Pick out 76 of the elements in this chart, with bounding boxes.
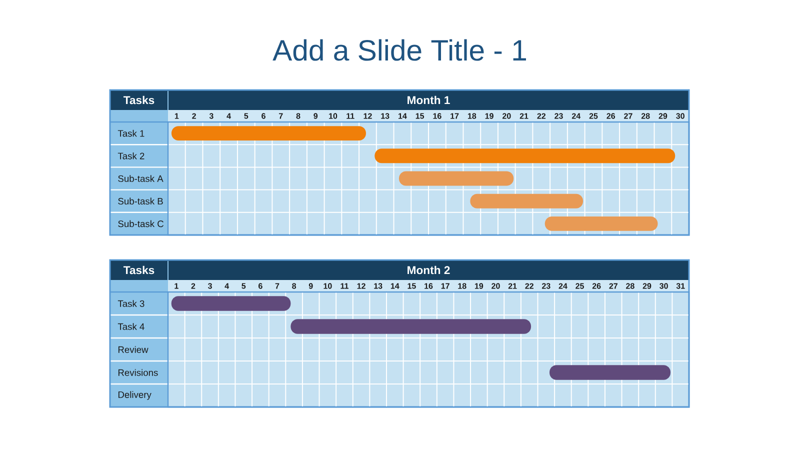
y-tick-label: Task 3	[118, 300, 144, 307]
x-tick-label: 31	[676, 283, 685, 289]
x-axis-title: Month 2	[408, 266, 450, 274]
x-tick-label: 16	[433, 113, 442, 119]
x-tick-label: 26	[592, 283, 601, 289]
x-tick-label: 25	[576, 283, 584, 289]
x-tick-label: 2	[192, 113, 196, 119]
x-tick-label: 23	[554, 113, 563, 119]
x-tick-label: 27	[624, 113, 632, 119]
x-tick-label: 6	[262, 113, 266, 119]
x-axis-title: Month 1	[408, 96, 450, 104]
x-tick-label: 15	[408, 283, 416, 289]
x-tick-label: 22	[537, 113, 546, 119]
x-tick-label: 5	[242, 283, 246, 289]
x-tick-label: 13	[374, 283, 382, 289]
y-tick-label: Task 1	[118, 130, 144, 137]
x-tick-label: 7	[278, 113, 283, 119]
x-tick-label: 4	[224, 283, 230, 289]
x-tick-label: 16	[424, 283, 433, 289]
x-tick-label: 5	[244, 113, 248, 119]
x-tick-label: 8	[292, 283, 296, 289]
x-tick-label: 18	[468, 113, 476, 119]
y-tick-label: Sub-task C	[118, 220, 164, 228]
x-tick-label: 17	[450, 113, 459, 119]
chart-title: Add a Slide Title - 1	[272, 39, 526, 61]
x-tick-label: 9	[314, 113, 318, 119]
x-tick-label: 8	[296, 113, 300, 119]
x-tick-label: 21	[508, 283, 517, 289]
y-tick-label: Task 2	[118, 152, 144, 160]
x-tick-label: 2	[191, 283, 196, 289]
x-tick-label: 24	[572, 113, 581, 119]
x-tick-label: 3	[209, 113, 214, 119]
x-tick-label: 14	[398, 113, 407, 119]
x-tick-label: 20	[492, 283, 500, 289]
x-tick-label: 26	[606, 113, 616, 119]
x-tick-label: 12	[357, 283, 366, 289]
x-tick-label: 1	[174, 283, 178, 289]
x-tick-label: 30	[676, 113, 684, 119]
x-tick-label: 29	[642, 283, 652, 289]
x-tick-label: 14	[390, 283, 400, 289]
x-tick-label: 21	[520, 113, 528, 119]
x-tick-label: 6	[258, 283, 262, 289]
x-tick-label: 28	[641, 113, 650, 119]
x-tick-label: 28	[626, 283, 634, 289]
x-tick-label: 27	[609, 283, 618, 289]
x-tick-label: 12	[364, 113, 372, 119]
x-tick-label: 7	[275, 283, 280, 289]
x-tick-label: 20	[502, 113, 511, 119]
x-tick-label: 18	[458, 283, 466, 289]
y-tick-label: Sub-task A	[118, 175, 164, 182]
y-tick-label: Revisions	[118, 369, 158, 376]
x-tick-label: 17	[441, 283, 450, 289]
x-tick-label: 25	[589, 113, 598, 119]
x-tick-label: 22	[525, 283, 534, 289]
x-tick-label: 10	[324, 283, 332, 289]
y-axis-title: Tasks	[123, 96, 154, 104]
x-tick-label: 15	[416, 113, 424, 119]
x-tick-label: 19	[485, 113, 494, 119]
x-tick-label: 4	[226, 113, 231, 119]
x-tick-label: 1	[174, 113, 179, 119]
x-tick-label: 13	[381, 113, 390, 119]
x-tick-label: 11	[340, 283, 348, 289]
y-tick-label: Sub-task B	[118, 198, 163, 205]
x-tick-label: 11	[346, 113, 354, 119]
x-tick-label: 19	[474, 283, 484, 289]
y-tick-label: Task 4	[118, 323, 144, 330]
x-tick-label: 29	[658, 113, 668, 119]
x-tick-label: 30	[660, 283, 668, 289]
y-tick-label: Review	[118, 346, 148, 353]
x-tick-label: 9	[308, 283, 313, 289]
y-tick-label: Delivery	[118, 391, 152, 400]
y-axis-title: Tasks	[123, 266, 154, 274]
x-tick-label: 24	[558, 283, 568, 289]
x-tick-label: 10	[329, 113, 338, 119]
x-tick-label: 23	[542, 283, 550, 289]
x-tick-label: 3	[208, 283, 212, 289]
